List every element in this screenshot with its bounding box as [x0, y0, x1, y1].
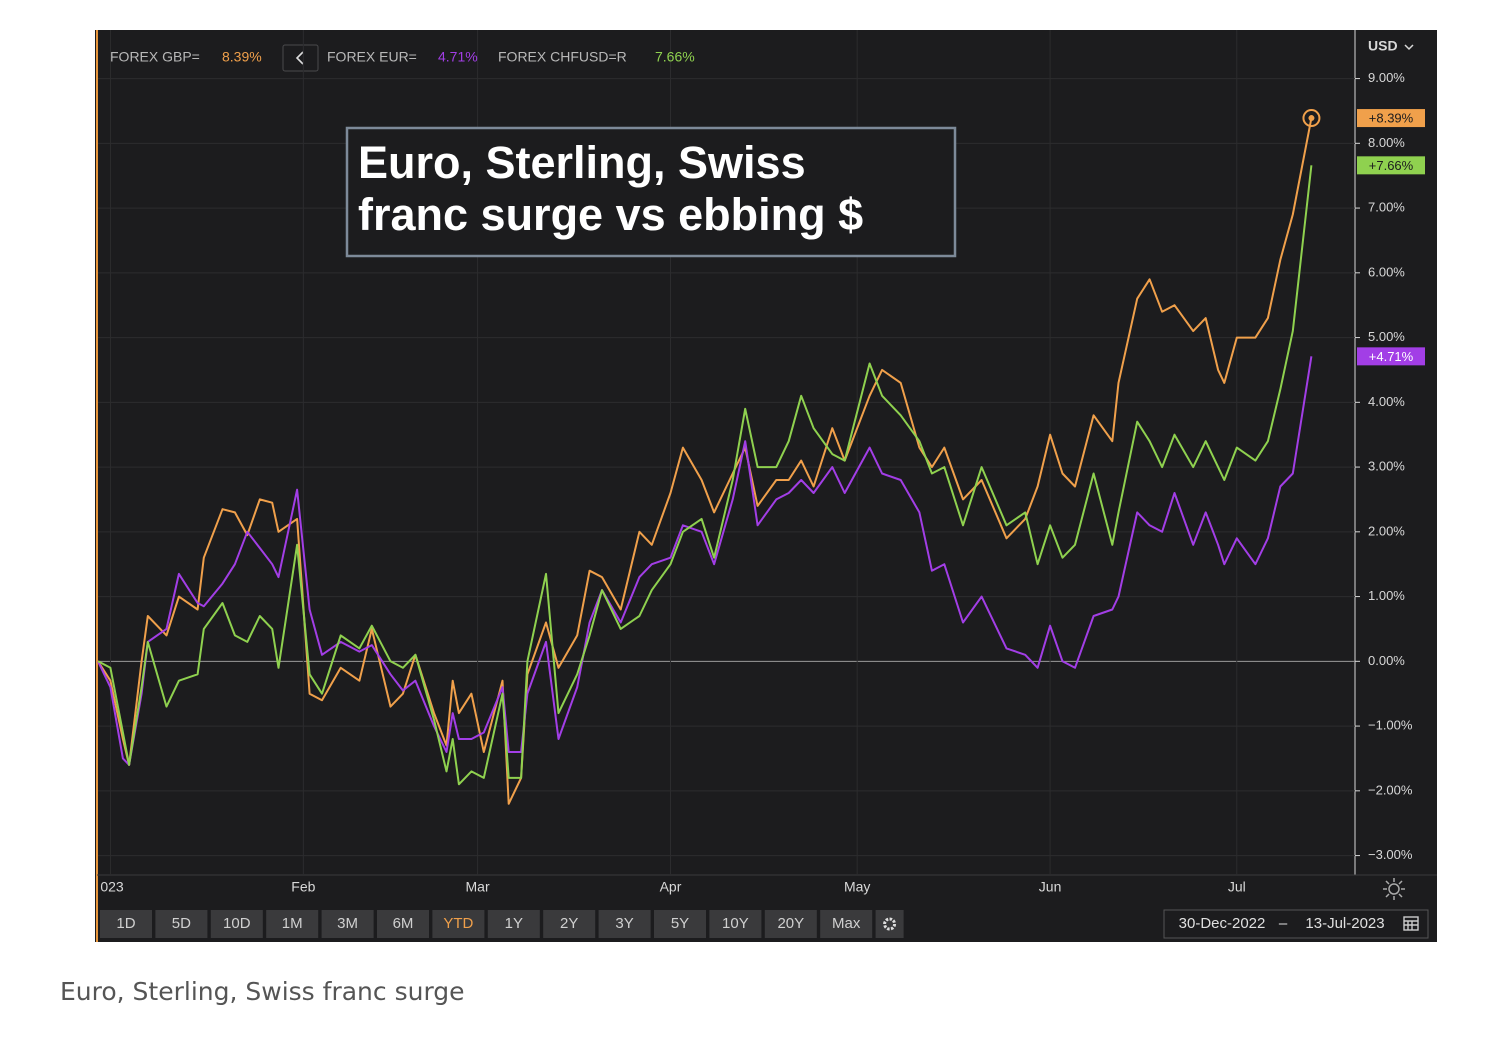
y-tick-label: 5.00%: [1368, 329, 1405, 344]
range-button[interactable]: [598, 910, 651, 938]
range-button[interactable]: [155, 910, 208, 938]
x-tick-label: Mar: [466, 879, 490, 895]
plot-area: −3.00% −2.00% −1.00% 0.00% 1.00% 2.00% 3.00% 4.…: [97, 30, 1425, 895]
range-button[interactable]: [543, 910, 596, 938]
annotation-box: [345, 126, 957, 258]
value-badge: [1357, 156, 1425, 175]
y-tick-label: 1.00%: [1368, 588, 1405, 603]
date-from: 30-Dec-2022: [1179, 915, 1266, 932]
y-tick-label: −1.00%: [1368, 718, 1413, 733]
range-toolbar: 1D 5D 10D 1M 3M 6M YTD 1Y 2Y 3Y 5Y 10Y 20Y Max: [100, 910, 904, 938]
gear-icon: [883, 917, 897, 931]
range-button-label: 5D: [172, 915, 191, 932]
y-tick-label: 8.00%: [1368, 135, 1405, 150]
range-button-label: 1M: [282, 915, 303, 932]
legend-scroll-button[interactable]: [282, 44, 319, 72]
x-tick-label: Jul: [1228, 879, 1246, 895]
range-button[interactable]: [266, 910, 319, 938]
settings-sun-icon[interactable]: [1383, 878, 1405, 900]
legend-value: 4.71%: [438, 49, 478, 65]
range-button[interactable]: [764, 910, 817, 938]
y-tick-label: 7.00%: [1368, 200, 1405, 215]
legend-name: FOREX EUR=: [327, 49, 417, 65]
end-marker-dot: [1308, 115, 1315, 122]
value-badge-label: +8.39%: [1369, 110, 1414, 125]
y-tick-label: 6.00%: [1368, 264, 1405, 279]
range-button[interactable]: [487, 910, 540, 938]
currency-dropdown-icon: [1404, 44, 1414, 51]
range-button-label: YTD: [443, 915, 473, 932]
range-button-label: 3Y: [615, 915, 633, 932]
annotation-text: franc surge vs ebbing $: [358, 189, 863, 240]
y-tick-label: 3.00%: [1368, 459, 1405, 474]
currency-label[interactable]: USD: [1368, 38, 1398, 54]
y-tick-label: 9.00%: [1368, 70, 1405, 85]
y-tick-label: −2.00%: [1368, 782, 1413, 797]
range-button-label: 6M: [393, 915, 414, 932]
x-tick-label: May: [844, 879, 870, 895]
range-button[interactable]: [432, 910, 485, 938]
x-tick-label: Feb: [291, 879, 315, 895]
range-button-label: 2Y: [560, 915, 578, 932]
value-badge: [1357, 347, 1425, 366]
legend-name: FOREX CHFUSD=R: [498, 49, 627, 65]
y-tick-label: −3.00%: [1368, 847, 1413, 862]
chevron-icon: [295, 51, 304, 65]
legend-name: FOREX GBP=: [110, 49, 200, 65]
y-tick-label: 0.00%: [1368, 653, 1405, 668]
series-line: [97, 356, 1313, 766]
y-tick-label: 2.00%: [1368, 523, 1405, 538]
x-tick-label: 023: [100, 879, 124, 895]
range-button-label: 5Y: [671, 915, 689, 932]
date-separator: –: [1279, 915, 1288, 932]
caption: Euro, Sterling, Swiss franc surge: [60, 977, 465, 1006]
x-tick-label: Jun: [1039, 879, 1062, 895]
value-badge-label: +7.66%: [1369, 158, 1414, 173]
legend-value: 7.66%: [655, 49, 695, 65]
series-line: [97, 165, 1313, 786]
range-button[interactable]: [100, 910, 152, 938]
range-button-label: 10D: [223, 915, 251, 932]
annotation-text: Euro, Sterling, Swiss: [358, 137, 806, 188]
range-button-label: 3M: [337, 915, 358, 932]
range-button[interactable]: [820, 910, 873, 938]
date-to: 13-Jul-2023: [1305, 915, 1384, 932]
range-button[interactable]: [321, 910, 374, 938]
range-button-label: 10Y: [722, 915, 749, 932]
calendar-icon[interactable]: [1403, 916, 1419, 931]
range-button[interactable]: [709, 910, 762, 938]
end-marker: [1302, 109, 1321, 128]
series-line: [97, 117, 1313, 805]
range-button-label: 1Y: [505, 915, 523, 932]
y-tick-label: 4.00%: [1368, 394, 1405, 409]
x-tick-label: Apr: [660, 879, 682, 895]
range-button[interactable]: [377, 910, 429, 938]
date-range-box[interactable]: [1163, 909, 1429, 939]
range-button[interactable]: [654, 910, 706, 938]
value-badge-label: +4.71%: [1369, 349, 1414, 364]
range-button[interactable]: [210, 910, 263, 938]
range-button-label: 1D: [116, 915, 135, 932]
range-button-label: Max: [832, 915, 861, 932]
legend-value: 8.39%: [222, 49, 262, 65]
range-settings-button[interactable]: [875, 910, 904, 938]
value-badge: [1357, 109, 1425, 128]
range-button-label: 20Y: [777, 915, 804, 932]
